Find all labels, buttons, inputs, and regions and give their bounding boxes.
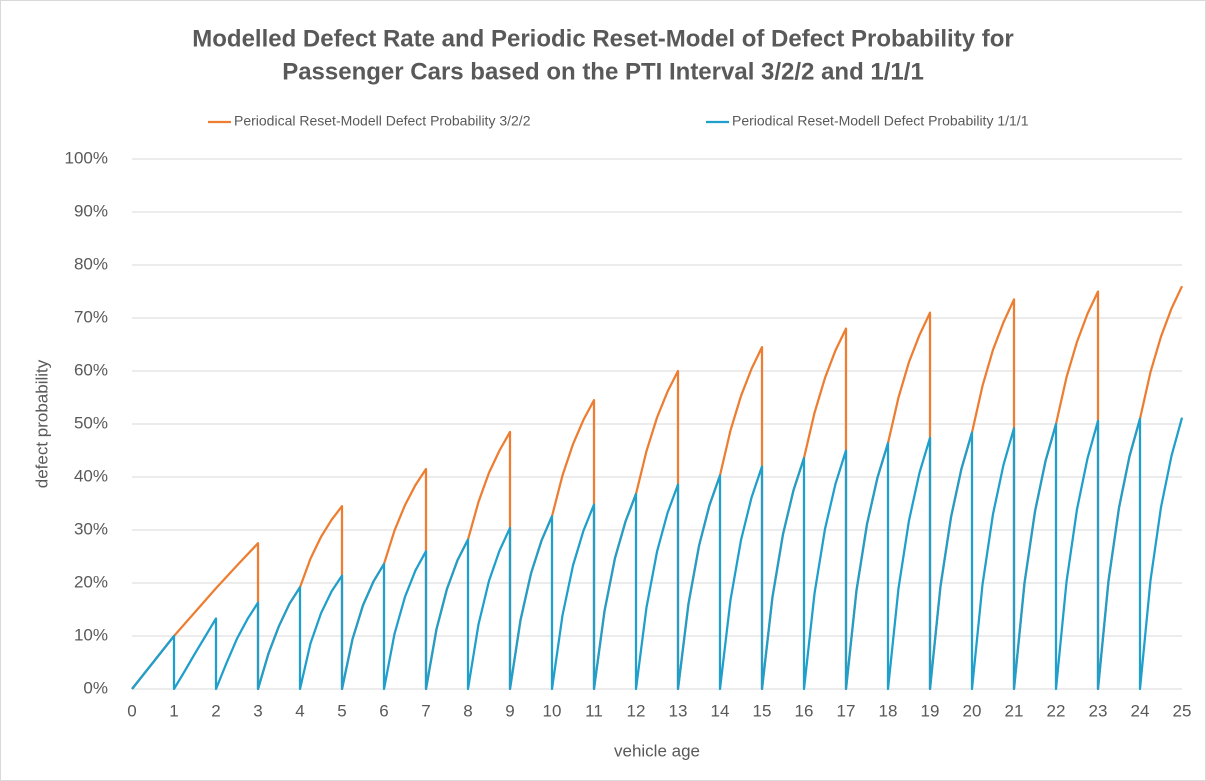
x-tick-label: 14 bbox=[711, 701, 730, 720]
y-tick-label: 20% bbox=[74, 572, 108, 591]
x-tick-label: 12 bbox=[627, 701, 646, 720]
y-tick-label: 30% bbox=[74, 519, 108, 538]
x-tick-label: 17 bbox=[837, 701, 856, 720]
x-tick-label: 9 bbox=[505, 701, 514, 720]
x-tick-label: 0 bbox=[127, 701, 136, 720]
legend-label: Periodical Reset-Modell Defect Probabili… bbox=[732, 113, 1029, 129]
y-tick-label: 70% bbox=[74, 307, 108, 326]
x-tick-label: 23 bbox=[1089, 701, 1108, 720]
x-tick-label: 19 bbox=[921, 701, 940, 720]
x-tick-label: 15 bbox=[753, 701, 772, 720]
x-axis-label: vehicle age bbox=[614, 741, 700, 760]
legend-label: Periodical Reset-Modell Defect Probabili… bbox=[234, 113, 531, 129]
x-tick-label: 8 bbox=[463, 701, 472, 720]
chart-title: Modelled Defect Rate and Periodic Reset-… bbox=[192, 25, 1013, 52]
x-tick-label: 5 bbox=[337, 701, 346, 720]
y-tick-label: 80% bbox=[74, 254, 108, 273]
y-tick-label: 0% bbox=[83, 678, 108, 697]
y-tick-label: 50% bbox=[74, 413, 108, 432]
x-tick-label: 10 bbox=[543, 701, 562, 720]
y-tick-label: 40% bbox=[74, 466, 108, 485]
x-tick-label: 2 bbox=[211, 701, 220, 720]
x-tick-label: 18 bbox=[879, 701, 898, 720]
chart-title: Passenger Cars based on the PTI Interval… bbox=[282, 58, 924, 85]
x-tick-label: 16 bbox=[795, 701, 814, 720]
x-tick-label: 11 bbox=[585, 701, 603, 720]
x-tick-label: 1 bbox=[169, 701, 178, 720]
y-tick-label: 10% bbox=[74, 625, 108, 644]
x-tick-label: 7 bbox=[421, 701, 430, 720]
x-tick-label: 24 bbox=[1131, 701, 1150, 720]
x-tick-label: 20 bbox=[963, 701, 982, 720]
y-tick-label: 60% bbox=[74, 360, 108, 379]
y-tick-label: 90% bbox=[74, 201, 108, 220]
x-tick-label: 6 bbox=[379, 701, 388, 720]
x-tick-label: 3 bbox=[253, 701, 262, 720]
series-line bbox=[131, 417, 1184, 691]
x-tick-label: 13 bbox=[669, 701, 688, 720]
x-tick-label: 4 bbox=[295, 701, 304, 720]
y-tick-label: 100% bbox=[65, 148, 108, 167]
x-tick-label: 22 bbox=[1047, 701, 1066, 720]
x-tick-label: 25 bbox=[1173, 701, 1192, 720]
y-axis-label: defect probability bbox=[32, 359, 51, 488]
x-tick-label: 21 bbox=[1005, 701, 1024, 720]
